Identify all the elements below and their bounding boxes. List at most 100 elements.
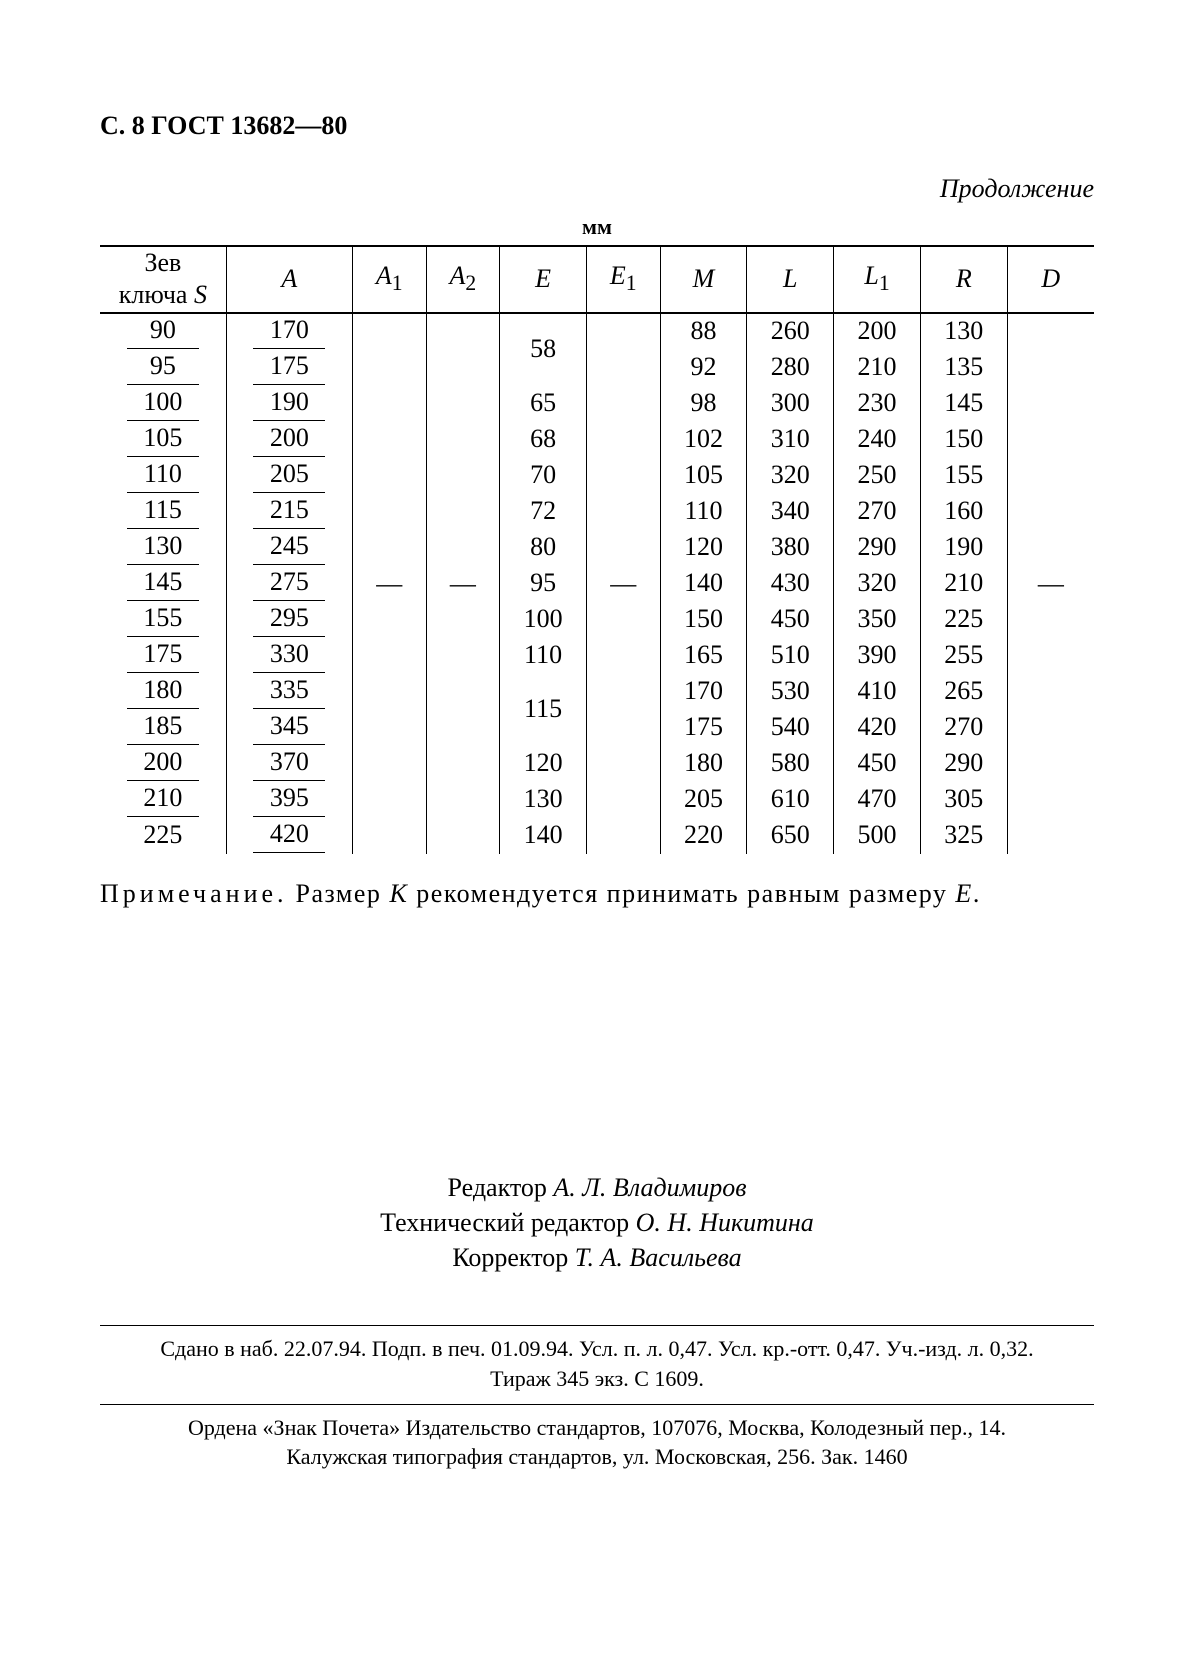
cell-E: 72	[500, 494, 587, 530]
cell-L: 530	[747, 674, 834, 710]
cell-M: 205	[660, 782, 747, 818]
column-header-E1: E1	[586, 246, 660, 313]
cell-E: 100	[500, 602, 587, 638]
cell-A: 215	[226, 494, 352, 530]
cell-L: 540	[747, 710, 834, 746]
cell-L1: 200	[834, 313, 921, 350]
cell-S: 175	[100, 638, 226, 674]
cell-L1: 350	[834, 602, 921, 638]
unit-label: мм	[100, 213, 1094, 241]
cell-E: 130	[500, 782, 587, 818]
cell-R: 270	[920, 710, 1007, 746]
cell-S: 90	[100, 313, 226, 350]
cell-L1: 420	[834, 710, 921, 746]
cell-M: 105	[660, 458, 747, 494]
page-header: С. 8 ГОСТ 13682—80	[100, 110, 1094, 143]
cell-L: 320	[747, 458, 834, 494]
table-body: 90170——58—88260200130—951759228021013510…	[100, 313, 1094, 854]
cell-M: 220	[660, 818, 747, 854]
column-header-D: D	[1007, 246, 1094, 313]
cell-A: 330	[226, 638, 352, 674]
cell-A: 335	[226, 674, 352, 710]
cell-A: 395	[226, 782, 352, 818]
column-header-S: Зевключа S	[100, 246, 226, 313]
cell-L1: 410	[834, 674, 921, 710]
cell-R: 225	[920, 602, 1007, 638]
cell-A: 190	[226, 386, 352, 422]
cell-L1: 250	[834, 458, 921, 494]
cell-R: 265	[920, 674, 1007, 710]
cell-E: 120	[500, 746, 587, 782]
cell-R: 255	[920, 638, 1007, 674]
cell-A: 175	[226, 350, 352, 386]
cell-S: 155	[100, 602, 226, 638]
cell-R: 135	[920, 350, 1007, 386]
column-header-L1: L1	[834, 246, 921, 313]
table-header-row: Зевключа SAA1A2EE1MLL1RD	[100, 246, 1094, 313]
column-header-A1: A1	[352, 246, 426, 313]
cell-L1: 240	[834, 422, 921, 458]
note-keyword: Примечание.	[100, 879, 288, 908]
cell-A: 370	[226, 746, 352, 782]
cell-E: 95	[500, 566, 587, 602]
cell-M: 140	[660, 566, 747, 602]
cell-L: 650	[747, 818, 834, 854]
cell-L: 340	[747, 494, 834, 530]
cell-R: 155	[920, 458, 1007, 494]
merged-cell-D: —	[1007, 313, 1094, 854]
column-header-L: L	[747, 246, 834, 313]
cell-M: 88	[660, 313, 747, 350]
corrector-name: Т. А. Васильева	[575, 1243, 742, 1272]
cell-S: 130	[100, 530, 226, 566]
cell-L1: 470	[834, 782, 921, 818]
continuation-label: Продолжение	[100, 173, 1094, 206]
cell-E: 80	[500, 530, 587, 566]
cell-A: 245	[226, 530, 352, 566]
table-row: 90170——58—88260200130—	[100, 313, 1094, 350]
cell-S: 100	[100, 386, 226, 422]
cell-S: 145	[100, 566, 226, 602]
cell-L: 510	[747, 638, 834, 674]
merged-cell-A1: —	[352, 313, 426, 854]
cell-R: 290	[920, 746, 1007, 782]
cell-L1: 270	[834, 494, 921, 530]
cell-E: 140	[500, 818, 587, 854]
cell-M: 150	[660, 602, 747, 638]
cell-L: 430	[747, 566, 834, 602]
cell-A: 275	[226, 566, 352, 602]
cell-A: 295	[226, 602, 352, 638]
cell-M: 180	[660, 746, 747, 782]
page: С. 8 ГОСТ 13682—80 Продолжение мм Зевклю…	[0, 0, 1184, 1671]
imprint-block-1: Сдано в наб. 22.07.94. Подп. в печ. 01.0…	[100, 1325, 1094, 1393]
cell-R: 160	[920, 494, 1007, 530]
cell-R: 305	[920, 782, 1007, 818]
cell-E: 110	[500, 638, 587, 674]
cell-S: 210	[100, 782, 226, 818]
cell-M: 170	[660, 674, 747, 710]
cell-L1: 500	[834, 818, 921, 854]
cell-L1: 230	[834, 386, 921, 422]
cell-L: 300	[747, 386, 834, 422]
cell-S: 200	[100, 746, 226, 782]
cell-L: 580	[747, 746, 834, 782]
cell-S: 105	[100, 422, 226, 458]
cell-L1: 320	[834, 566, 921, 602]
cell-S: 115	[100, 494, 226, 530]
imprint-block-2: Ордена «Знак Почета» Издательство станда…	[100, 1404, 1094, 1472]
cell-M: 98	[660, 386, 747, 422]
note: Примечание. Размер K рекомендуется прини…	[100, 878, 1094, 911]
cell-S: 110	[100, 458, 226, 494]
editor-role: Редактор	[448, 1173, 547, 1202]
corrector-role: Корректор	[452, 1243, 568, 1272]
cell-L: 310	[747, 422, 834, 458]
cell-E: 70	[500, 458, 587, 494]
cell-M: 175	[660, 710, 747, 746]
cell-R: 150	[920, 422, 1007, 458]
cell-L: 610	[747, 782, 834, 818]
cell-E: 65	[500, 386, 587, 422]
cell-A: 200	[226, 422, 352, 458]
cell-M: 110	[660, 494, 747, 530]
cell-R: 210	[920, 566, 1007, 602]
cell-R: 190	[920, 530, 1007, 566]
cell-E: 58	[500, 313, 587, 386]
